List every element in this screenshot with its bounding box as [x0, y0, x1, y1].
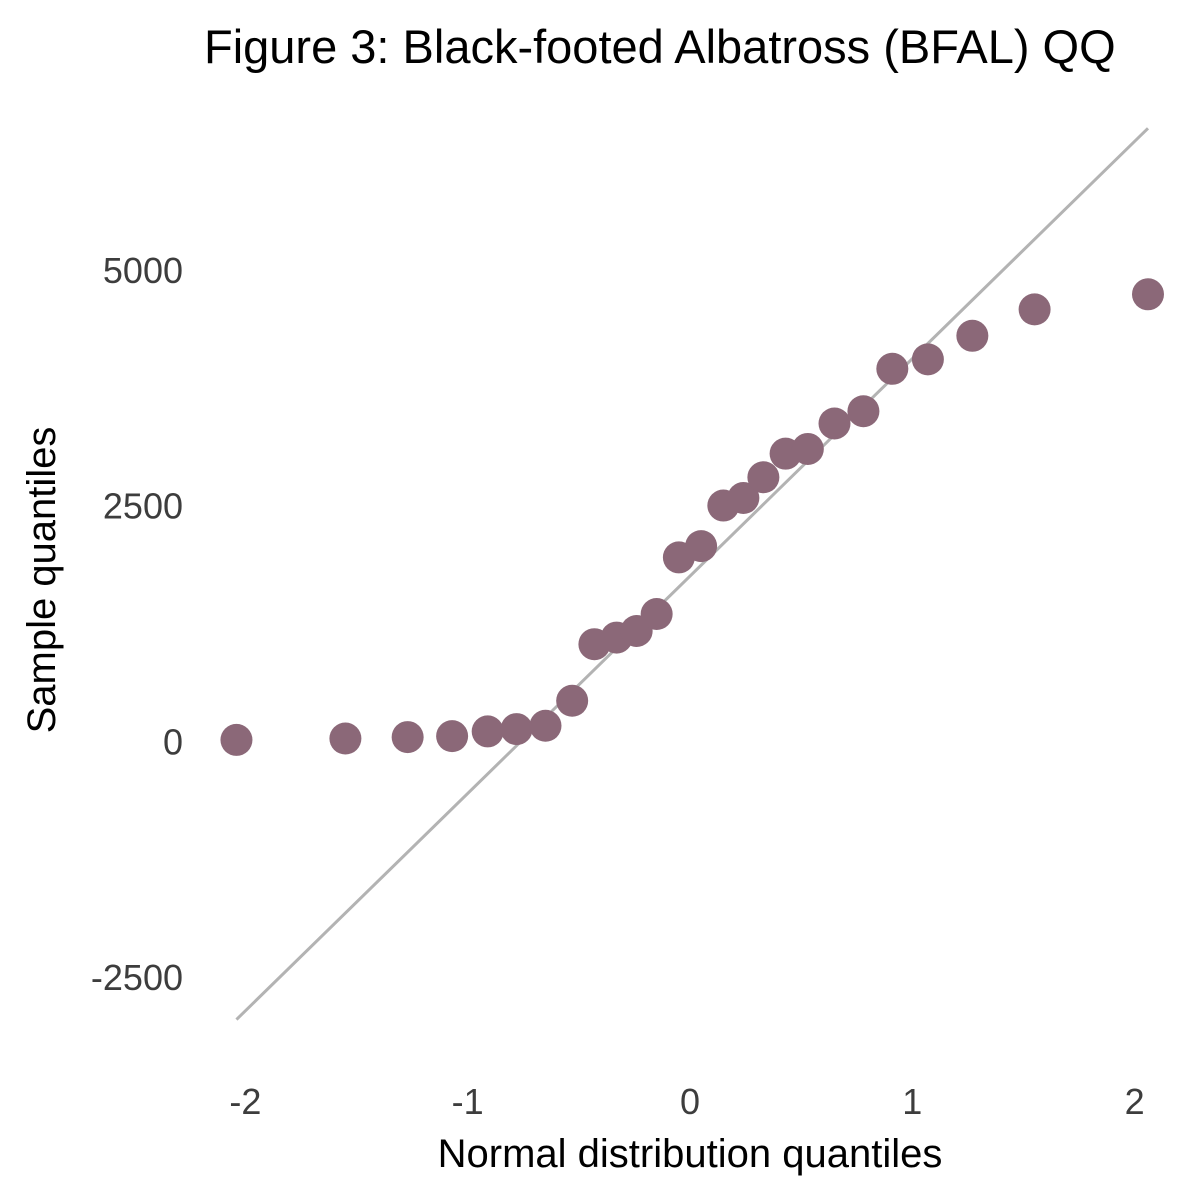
data-point: [747, 461, 780, 494]
y-axis-ticks: -2500 0 2500 5000: [91, 250, 183, 998]
data-point: [436, 720, 469, 753]
data-point: [876, 352, 909, 385]
y-tick-label: 5000: [103, 250, 183, 291]
data-point: [847, 395, 880, 428]
y-tick-label: -2500: [91, 957, 183, 998]
chart-title: Figure 3: Black-footed Albatross (BFAL) …: [204, 20, 1116, 73]
data-point: [391, 721, 424, 754]
data-point: [818, 407, 851, 440]
y-tick-label: 2500: [103, 486, 183, 527]
data-point: [727, 482, 760, 515]
y-tick-label: 0: [163, 721, 183, 762]
reference-line: [235, 127, 1150, 1021]
data-point: [329, 722, 362, 755]
data-point: [471, 715, 504, 748]
y-axis-label: Sample quantiles: [20, 427, 64, 734]
x-tick-label: 2: [1125, 1081, 1145, 1122]
x-tick-label: 1: [902, 1081, 922, 1122]
data-point: [685, 530, 718, 563]
data-point: [500, 713, 533, 746]
data-point: [791, 432, 824, 465]
x-tick-label: 0: [680, 1081, 700, 1122]
x-axis-label: Normal distribution quantiles: [438, 1132, 943, 1176]
data-point: [529, 709, 562, 742]
plot-area: [220, 127, 1164, 1021]
data-point: [911, 343, 944, 376]
data-point: [556, 684, 589, 717]
x-tick-label: -1: [452, 1081, 484, 1122]
x-tick-label: -2: [229, 1081, 261, 1122]
data-point: [1018, 293, 1051, 326]
data-point: [1131, 278, 1164, 311]
x-axis-ticks: -2 -1 0 1 2: [229, 1081, 1144, 1122]
data-point: [640, 598, 673, 631]
data-point: [956, 319, 989, 352]
data-point: [220, 723, 253, 756]
